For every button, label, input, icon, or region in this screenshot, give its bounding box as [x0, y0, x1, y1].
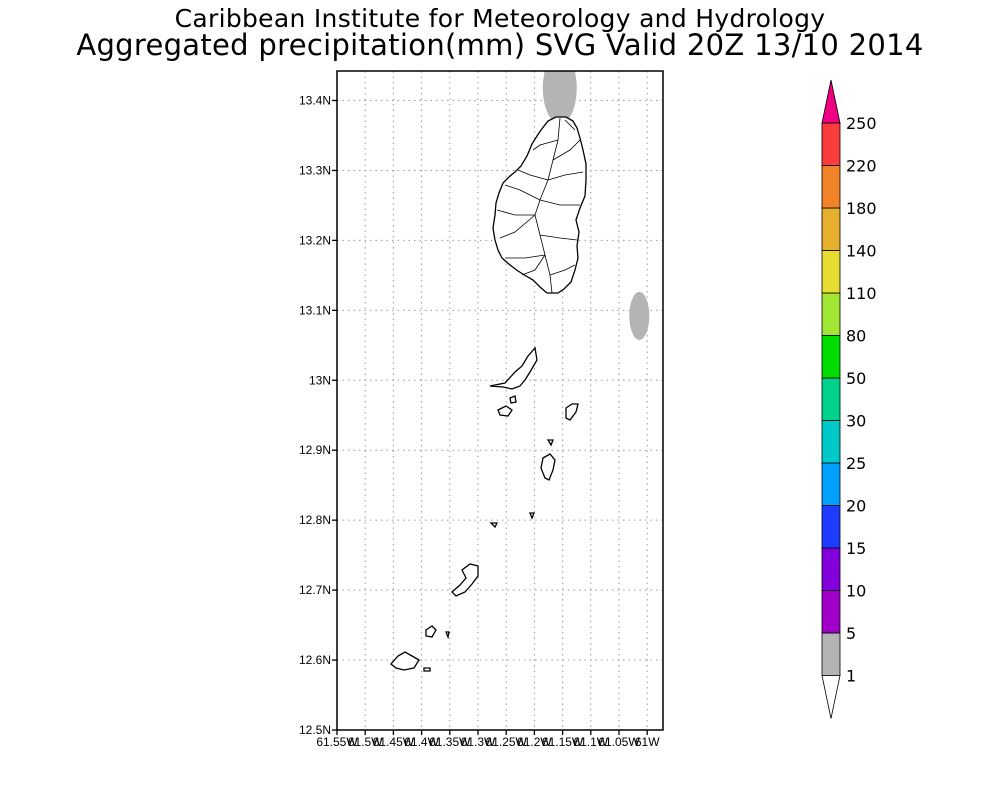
st-vincent-island: [492, 116, 587, 294]
lat-tick-label: 12.8N: [299, 513, 331, 527]
legend-level-label: 10: [846, 582, 866, 601]
legend-level-label: 15: [846, 539, 866, 558]
map-plot-area: [337, 71, 663, 730]
lon-tick-label: 61.55W: [316, 735, 358, 749]
lon-tick-label: 61.15W: [542, 735, 584, 749]
lon-tick-label: 61.2W: [517, 735, 552, 749]
precipitation-patches: [542, 71, 650, 340]
lon-tick-label: 61.35W: [429, 735, 471, 749]
legend-swatch: [821, 462, 841, 506]
legend-level-label: 50: [846, 369, 866, 388]
legend-level-label: 250: [846, 114, 877, 133]
lat-tick-label: 12.9N: [299, 443, 331, 457]
lat-tick-label: 13.1N: [299, 303, 331, 317]
lon-tick-label: 61.4W: [404, 735, 439, 749]
canouan-island: [540, 453, 556, 481]
legend-level-label: 20: [846, 497, 866, 516]
legend-swatch: [821, 632, 841, 676]
lat-tick-label: 13.2N: [299, 233, 331, 247]
legend-swatch: [821, 292, 841, 336]
legend-swatch: [821, 590, 841, 634]
mustique-island: [565, 403, 579, 421]
legend-swatch: [821, 547, 841, 591]
st-vincent-watersheds: [496, 117, 584, 294]
legend-swatch: [821, 377, 841, 421]
lon-tick-label: 61.5W: [348, 735, 383, 749]
lon-tick-label: 61.25W: [486, 735, 528, 749]
lat-tick-label: 13.4N: [299, 94, 331, 108]
lon-tick-label: 61.3W: [461, 735, 496, 749]
legend-level-label: 220: [846, 157, 877, 176]
legend-level-label: 5: [846, 624, 856, 643]
lon-tick-label: 61.45W: [373, 735, 415, 749]
legend-swatch: [821, 420, 841, 464]
lon-tick-label: 61.05W: [598, 735, 640, 749]
small-isle-1: [497, 405, 513, 417]
legend-level-label: 25: [846, 454, 866, 473]
small-isle-2: [509, 395, 517, 404]
lat-tick-label: 13.3N: [299, 163, 331, 177]
legend-level-label: 180: [846, 199, 877, 218]
legend-level-label: 80: [846, 327, 866, 346]
legend-swatch: [821, 335, 841, 379]
legend-bottom-arrow: [821, 675, 841, 719]
legend-swatch: [821, 122, 841, 166]
legend-level-label: 110: [846, 284, 877, 303]
legend-level-label: 30: [846, 412, 866, 431]
legend-top-arrow: [821, 79, 841, 124]
lat-tick-label: 12.6N: [299, 653, 331, 667]
southern-island: [390, 651, 420, 671]
lon-tick-label: 61W: [635, 735, 660, 749]
small-isle-5: [529, 512, 535, 520]
petite-martinique: [445, 631, 450, 640]
union-island: [451, 563, 479, 597]
legend-level-label: 140: [846, 242, 877, 261]
precip-patch: [542, 71, 577, 124]
small-isle-4: [489, 522, 499, 529]
lat-tick-label: 12.7N: [299, 583, 331, 597]
legend-swatch: [821, 250, 841, 294]
map-frame: [336, 70, 664, 731]
longitude-axis: 61.55W61.5W61.45W61.4W61.35W61.3W61.25W6…: [316, 730, 660, 749]
legend-swatch: [821, 207, 841, 251]
legend-swatch: [821, 165, 841, 209]
small-isle-6: [423, 667, 431, 672]
latitude-axis: 13.4N 13.3N 13.2N 13.1N 13N 12.9N 12.8N 12.7N 12…: [299, 94, 337, 737]
lat-tick-label: 12.5N: [299, 723, 331, 737]
map-product-title: Aggregated precipitation(mm) SVG Valid 2…: [76, 28, 924, 62]
bequia-island: [489, 346, 538, 390]
lat-tick-label: 13N: [309, 373, 331, 387]
legend-level-label: 1: [846, 667, 856, 686]
small-isle-3: [546, 439, 554, 447]
island-outlines: [390, 116, 587, 672]
lon-tick-label: 61.1W: [573, 735, 608, 749]
carriacou-island: [425, 625, 437, 638]
legend-swatch: [821, 505, 841, 549]
map-institute-title: Caribbean Institute for Meteorology and …: [174, 4, 826, 33]
precip-patch: [629, 291, 650, 340]
